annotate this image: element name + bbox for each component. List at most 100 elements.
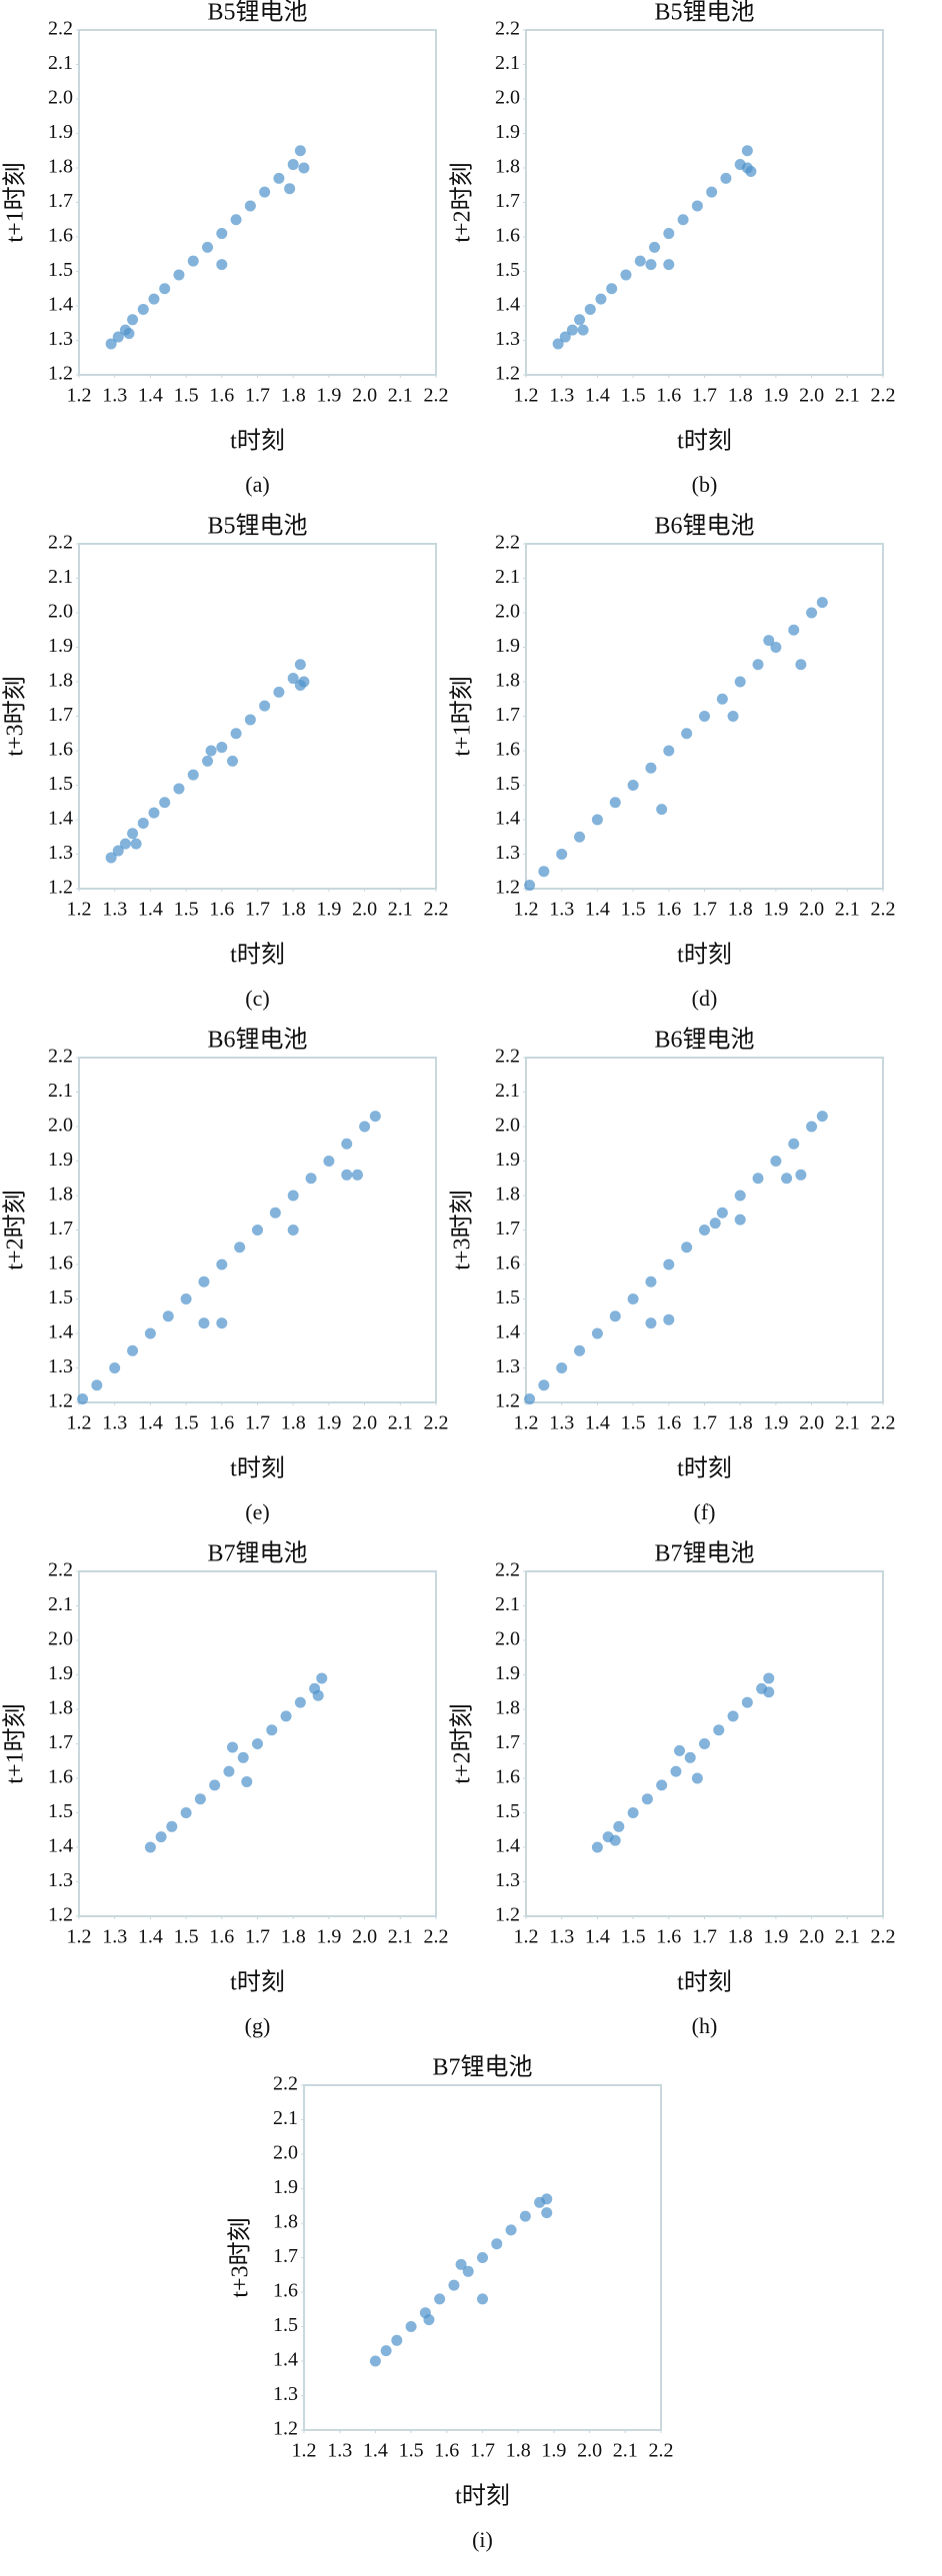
- data-point: [287, 1190, 299, 1202]
- data-point: [77, 1393, 89, 1405]
- data-point: [741, 145, 753, 157]
- x-tick-label: 2.1: [388, 899, 413, 921]
- y-tick-label: 2.1: [48, 52, 73, 74]
- data-point: [287, 1225, 299, 1236]
- data-point: [574, 831, 586, 843]
- y-tick-label: 1.6: [273, 2280, 298, 2302]
- x-tick-label: 1.6: [209, 899, 234, 921]
- data-point: [244, 200, 256, 212]
- x-tick-label: 2.1: [388, 1412, 413, 1434]
- data-point: [627, 780, 639, 791]
- data-point: [227, 755, 239, 767]
- x-tick-label: 1.7: [245, 1926, 270, 1948]
- data-point: [781, 1173, 793, 1185]
- x-tick-label: 1.7: [245, 899, 270, 921]
- data-point: [538, 1379, 550, 1391]
- data-point: [423, 2314, 435, 2326]
- data-point: [216, 228, 228, 240]
- data-point: [734, 1190, 746, 1202]
- data-point: [519, 2210, 531, 2222]
- x-tick-label: 1.6: [656, 1412, 681, 1434]
- data-point: [359, 1121, 371, 1133]
- y-axis-label: t+1时刻: [449, 676, 476, 756]
- x-tick-label: 2.0: [799, 385, 824, 407]
- x-tick-label: 1.6: [209, 385, 234, 407]
- y-tick-label: 1.5: [48, 1800, 73, 1822]
- y-tick-label: 1.2: [495, 1390, 520, 1412]
- data-point: [649, 241, 661, 253]
- data-point: [663, 1313, 675, 1325]
- data-point: [202, 241, 214, 253]
- data-point: [137, 817, 149, 829]
- data-point: [462, 2265, 474, 2277]
- x-tick-label: 1.8: [281, 385, 306, 407]
- y-tick-label: 1.6: [495, 1253, 520, 1275]
- data-point: [716, 1207, 728, 1219]
- chart-title: B7锂电池: [207, 1540, 307, 1567]
- x-tick-label: 1.7: [245, 385, 270, 407]
- x-tick-label: 1.4: [585, 1412, 610, 1434]
- x-tick-label: 2.2: [424, 899, 449, 921]
- data-point: [448, 2279, 460, 2291]
- x-tick-label: 1.4: [363, 2440, 388, 2462]
- y-tick-label: 1.8: [48, 1697, 73, 1719]
- x-tick-label: 1.3: [549, 385, 574, 407]
- x-tick-label: 1.3: [549, 899, 574, 921]
- data-point: [144, 1327, 156, 1339]
- data-point: [216, 1317, 228, 1329]
- data-point: [216, 259, 228, 271]
- x-tick-label: 2.2: [871, 1412, 896, 1434]
- data-point: [162, 1310, 174, 1322]
- x-tick-label: 1.4: [585, 385, 610, 407]
- data-point: [770, 642, 782, 653]
- x-tick-label: 1.3: [549, 1926, 574, 1948]
- data-point: [734, 1214, 746, 1226]
- x-tick-label: 1.2: [514, 1412, 539, 1434]
- data-point: [305, 1173, 317, 1185]
- data-point: [691, 1772, 703, 1784]
- data-point: [130, 838, 142, 850]
- data-point: [223, 1765, 235, 1777]
- data-point: [119, 838, 131, 850]
- y-tick-label: 2.1: [48, 566, 73, 588]
- data-point: [491, 2238, 503, 2250]
- y-tick-label: 1.3: [273, 2383, 298, 2405]
- data-point: [237, 1751, 249, 1763]
- data-point: [380, 2345, 392, 2357]
- x-tick-label: 1.2: [67, 899, 92, 921]
- x-tick-label: 1.4: [138, 385, 163, 407]
- data-point: [752, 1173, 764, 1185]
- data-point: [591, 1327, 603, 1339]
- data-point: [816, 1111, 828, 1123]
- data-point: [699, 1225, 710, 1236]
- data-point: [770, 1156, 782, 1167]
- data-point: [674, 1744, 686, 1756]
- x-tick-label: 1.3: [102, 1926, 127, 1948]
- data-point: [556, 849, 568, 860]
- data-point: [627, 1293, 639, 1304]
- y-tick-label: 2.1: [273, 2107, 298, 2129]
- y-tick-label: 1.6: [495, 1766, 520, 1788]
- y-axis-label: t+2时刻: [2, 1190, 29, 1270]
- x-axis-label: t时刻: [677, 1455, 732, 1482]
- data-point: [745, 165, 757, 177]
- y-tick-label: 1.2: [273, 2418, 298, 2440]
- data-point: [663, 228, 675, 240]
- y-tick-label: 1.9: [48, 1149, 73, 1171]
- data-point: [663, 745, 675, 757]
- x-tick-label: 1.6: [209, 1412, 234, 1434]
- x-tick-label: 2.1: [613, 2440, 638, 2462]
- y-tick-label: 1.9: [48, 635, 73, 657]
- data-point: [741, 1696, 753, 1708]
- data-point: [127, 1344, 139, 1356]
- y-tick-label: 2.1: [48, 1080, 73, 1102]
- y-tick-label: 1.5: [495, 1287, 520, 1308]
- data-point: [269, 1207, 281, 1219]
- x-tick-label: 1.5: [621, 385, 646, 407]
- x-axis-label: t时刻: [230, 942, 285, 969]
- x-tick-label: 1.3: [327, 2440, 352, 2462]
- data-point: [294, 659, 306, 671]
- data-point: [280, 1710, 292, 1722]
- data-point: [699, 711, 710, 722]
